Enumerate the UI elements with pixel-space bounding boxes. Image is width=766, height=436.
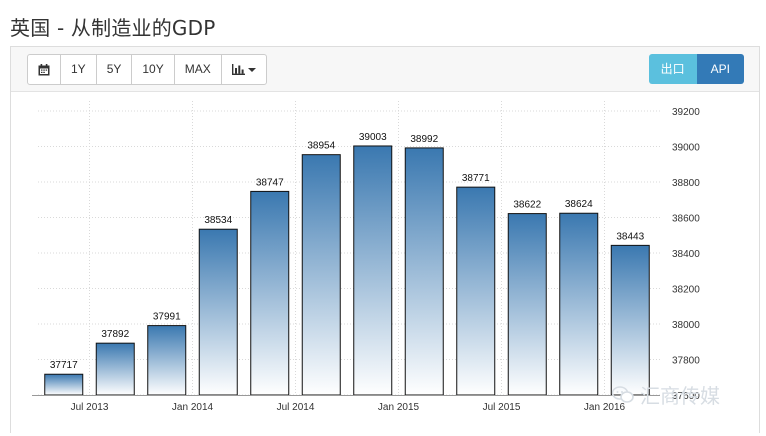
export-button[interactable]: 出口: [648, 54, 697, 84]
data-label: 38534: [204, 215, 232, 226]
axis-layer: 37600 37800 38000 38200 38400 38600 38800 39000…: [32, 107, 700, 413]
bar: [301, 154, 341, 396]
label-layer: 37717 37892 37991 38534 38747 38954 39003 38992…: [50, 132, 645, 371]
bar: [610, 244, 650, 396]
watermark-text: 汇商传媒: [640, 384, 720, 408]
y-tick-label: 38000: [672, 320, 700, 331]
bar-layer: [44, 145, 650, 396]
bar: [507, 213, 547, 396]
y-tick-label: 38600: [672, 214, 700, 225]
calendar-icon: [38, 63, 50, 75]
chart-toolbar: 1Y 5Y 10Y MAX 出口 API: [11, 47, 759, 92]
data-label: 38992: [410, 134, 438, 145]
data-label: 38624: [565, 199, 593, 210]
watermark: 汇商传媒: [612, 380, 720, 409]
x-tick-label: Jul 2015: [483, 402, 521, 413]
bar: [250, 190, 290, 396]
bar: [404, 147, 444, 396]
chat-bubbles-icon: [612, 385, 634, 403]
data-label: 38443: [616, 231, 644, 242]
chart-type-dropdown[interactable]: [222, 55, 266, 84]
grid-layer: [38, 101, 660, 396]
x-tick-label: Jan 2015: [378, 402, 420, 413]
y-tick-label: 38800: [672, 178, 700, 189]
range-button-5y[interactable]: 5Y: [97, 55, 133, 84]
range-button-max[interactable]: MAX: [175, 55, 222, 84]
bar-chart-icon: [231, 64, 245, 75]
data-label: 37717: [50, 360, 78, 371]
bar: [559, 212, 599, 396]
x-tick-label: Jan 2014: [172, 402, 214, 413]
page-title: 英国 - 从制造业的GDP: [10, 16, 216, 40]
x-tick-label: Jul 2013: [71, 402, 109, 413]
data-label: 38954: [307, 141, 335, 152]
bar: [353, 145, 393, 396]
x-tick-label: Jul 2014: [277, 402, 315, 413]
y-tick-label: 39200: [672, 107, 700, 118]
data-label: 37991: [153, 312, 181, 323]
api-button[interactable]: API: [696, 54, 744, 84]
range-button-group: 1Y 5Y 10Y MAX: [27, 54, 267, 85]
bar: [44, 373, 84, 396]
y-tick-label: 37600: [672, 391, 700, 402]
y-tick-label: 38200: [672, 285, 700, 296]
range-button-1y[interactable]: 1Y: [61, 55, 97, 84]
bar: [198, 228, 238, 396]
bar: [456, 186, 496, 396]
data-label: 38622: [513, 200, 541, 211]
chevron-down-icon: [247, 67, 256, 72]
x-tick-label: Jan 2016: [584, 402, 626, 413]
data-label: 38771: [462, 173, 490, 184]
y-tick-label: 38400: [672, 249, 700, 260]
data-label: 38747: [256, 177, 284, 188]
range-button-10y[interactable]: 10Y: [132, 55, 175, 84]
y-tick-label: 39000: [672, 143, 700, 154]
data-label: 37892: [101, 329, 129, 340]
export-button-group: 出口 API: [648, 54, 744, 84]
bar: [95, 342, 135, 396]
bar: [147, 325, 187, 396]
y-tick-label: 37800: [672, 356, 700, 367]
data-label: 39003: [359, 132, 387, 143]
calendar-button[interactable]: [28, 55, 61, 84]
